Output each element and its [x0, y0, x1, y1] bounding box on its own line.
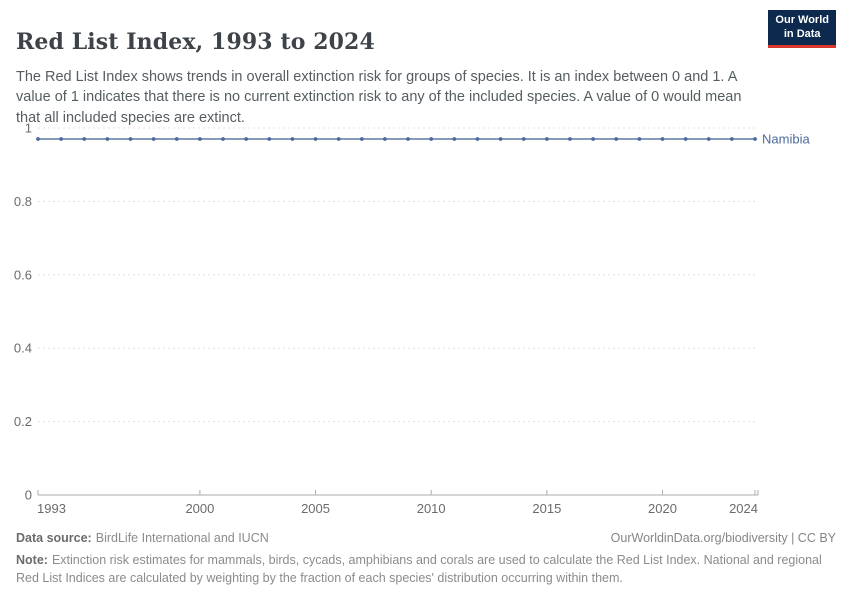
data-point[interactable] [729, 137, 734, 141]
note-label: Note: [16, 553, 48, 567]
data-point[interactable] [221, 137, 225, 141]
data-point[interactable] [383, 137, 387, 141]
chart-note: Note: Extinction risk estimates for mamma… [16, 551, 836, 587]
data-point[interactable] [544, 137, 549, 141]
data-point[interactable] [614, 137, 619, 141]
data-source-line: Data source: BirdLife International and I… [16, 531, 269, 545]
chart-footer: Data source: BirdLife International and I… [16, 531, 836, 587]
data-source-label: Data source: [16, 531, 92, 545]
data-point[interactable] [36, 137, 40, 141]
data-point[interactable] [452, 137, 457, 141]
data-point[interactable] [706, 137, 711, 141]
owid-logo[interactable]: Our World in Data [768, 10, 836, 48]
data-point[interactable] [267, 137, 272, 141]
data-point[interactable] [753, 137, 757, 141]
x-axis-tick-label: 1993 [37, 501, 66, 516]
data-point[interactable] [198, 137, 202, 141]
x-axis-tick-label: 2015 [532, 501, 561, 516]
note-text: Extinction risk estimates for mammals, b… [16, 553, 822, 586]
y-axis-tick-label: 0.2 [14, 414, 32, 429]
data-point[interactable] [568, 137, 572, 141]
data-point[interactable] [174, 137, 179, 141]
owid-logo-line1: Our World [775, 14, 829, 26]
data-point[interactable] [359, 137, 364, 141]
x-axis-tick-label: 2010 [417, 501, 446, 516]
data-source-value: BirdLife International and IUCN [95, 531, 269, 545]
data-point[interactable] [591, 137, 595, 141]
data-point[interactable] [244, 137, 249, 141]
x-axis-tick-label: 2024 [729, 501, 758, 516]
y-axis-tick-label: 0 [25, 488, 32, 503]
y-axis-tick-label: 0.8 [14, 194, 32, 209]
data-point[interactable] [128, 137, 133, 141]
footer-link[interactable]: OurWorldinData.org/biodiversity | CC BY [610, 531, 836, 545]
data-point[interactable] [313, 137, 318, 141]
y-axis-tick-label: 0.6 [14, 267, 32, 282]
data-point[interactable] [637, 137, 642, 141]
x-axis-tick-label: 2005 [301, 501, 330, 516]
y-axis-tick-label: 0.4 [14, 341, 32, 356]
chart-title: Red List Index, 1993 to 2024 [16, 28, 375, 55]
x-axis-tick-label: 2020 [648, 501, 677, 516]
data-point[interactable] [683, 137, 688, 141]
owid-logo-line2: in Data [783, 27, 821, 40]
data-point[interactable] [660, 137, 665, 141]
data-point[interactable] [336, 137, 341, 141]
data-point[interactable] [105, 137, 110, 141]
chart-subtitle: The Red List Index shows trends in overa… [16, 68, 742, 126]
data-point[interactable] [429, 137, 434, 141]
data-point[interactable] [406, 137, 410, 141]
series-entity-label[interactable]: Namibia [762, 132, 810, 147]
data-point[interactable] [151, 137, 156, 141]
data-point[interactable] [521, 137, 526, 141]
data-point[interactable] [475, 137, 480, 141]
data-point[interactable] [59, 137, 64, 141]
y-axis-tick-label: 1 [25, 121, 32, 136]
data-point[interactable] [82, 137, 87, 141]
data-point[interactable] [498, 137, 503, 141]
data-point[interactable] [290, 137, 295, 141]
x-axis-tick-label: 2000 [185, 501, 214, 516]
